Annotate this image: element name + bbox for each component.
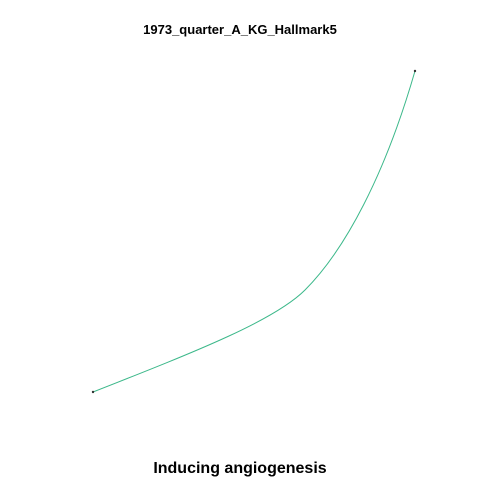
plot-caption: Inducing angiogenesis [153, 460, 327, 477]
graph-node-start [91, 390, 95, 394]
plot-title: 1973_quarter_A_KG_Hallmark5 [143, 22, 337, 37]
graph-node-end [413, 69, 417, 73]
graph-edge [92, 70, 416, 393]
